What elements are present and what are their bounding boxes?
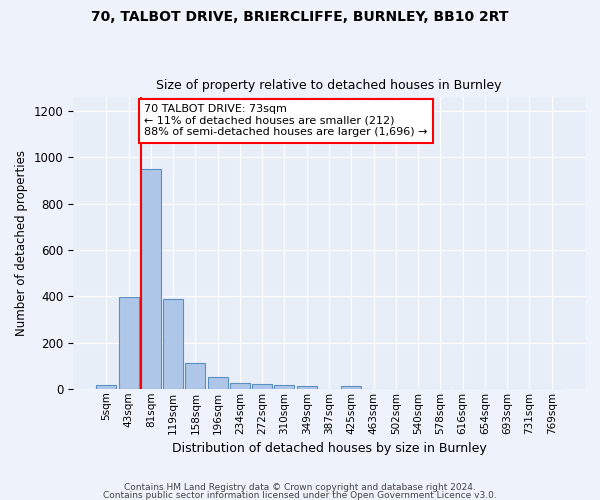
Title: Size of property relative to detached houses in Burnley: Size of property relative to detached ho…: [156, 79, 502, 92]
Bar: [274, 386, 295, 389]
Bar: [230, 382, 250, 389]
Bar: [185, 364, 205, 389]
Text: Contains HM Land Registry data © Crown copyright and database right 2024.: Contains HM Land Registry data © Crown c…: [124, 484, 476, 492]
Y-axis label: Number of detached properties: Number of detached properties: [15, 150, 28, 336]
Bar: [163, 298, 183, 389]
Bar: [96, 386, 116, 389]
Bar: [141, 169, 161, 389]
Bar: [252, 384, 272, 389]
Bar: [208, 376, 227, 389]
Text: Contains public sector information licensed under the Open Government Licence v3: Contains public sector information licen…: [103, 491, 497, 500]
Bar: [341, 386, 361, 389]
Text: 70 TALBOT DRIVE: 73sqm
← 11% of detached houses are smaller (212)
88% of semi-de: 70 TALBOT DRIVE: 73sqm ← 11% of detached…: [144, 104, 428, 138]
Bar: [297, 386, 317, 389]
Text: 70, TALBOT DRIVE, BRIERCLIFFE, BURNLEY, BB10 2RT: 70, TALBOT DRIVE, BRIERCLIFFE, BURNLEY, …: [91, 10, 509, 24]
X-axis label: Distribution of detached houses by size in Burnley: Distribution of detached houses by size …: [172, 442, 487, 455]
Bar: [119, 298, 139, 389]
